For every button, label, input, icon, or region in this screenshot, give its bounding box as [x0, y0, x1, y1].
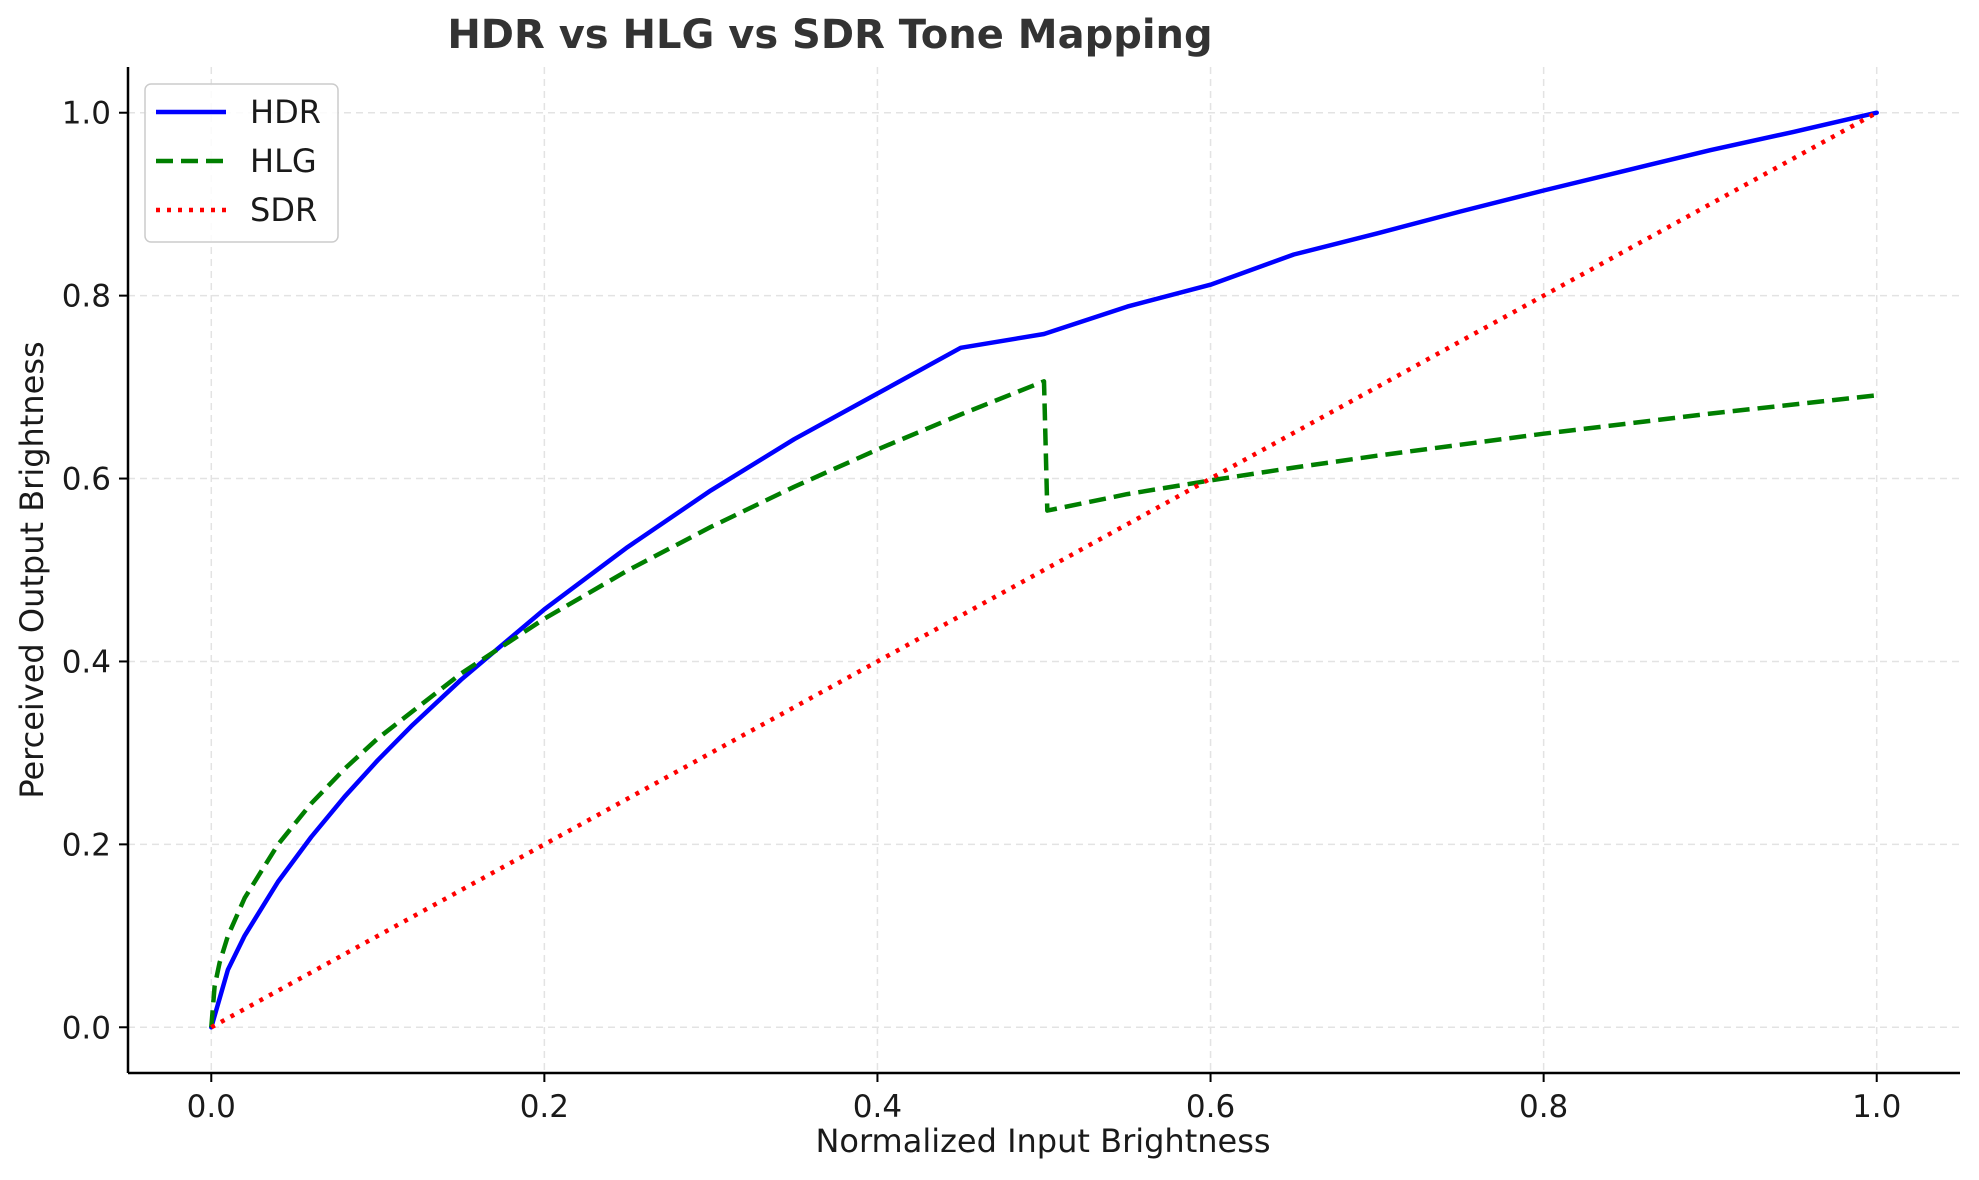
x-tick-label: 1.0	[1852, 1089, 1901, 1125]
legend-label-hdr: HDR	[250, 93, 321, 131]
axes: 0.0 0.2 0.4 0.6 0.8 1.0 0.0 0.2 0.4 0.6 0.8 1.0	[62, 67, 1960, 1125]
grid	[128, 67, 1960, 1073]
legend-label-sdr: SDR	[250, 191, 317, 229]
legend-box	[144, 83, 339, 243]
y-axis-label: Perceived Output Brightness	[13, 341, 51, 798]
x-axis-label: Normalized Input Brightness	[815, 1122, 1270, 1160]
legend-label-hlg: HLG	[250, 142, 317, 180]
y-tick-label: 0.4	[62, 644, 111, 680]
y-tick-label: 0.0	[62, 1010, 111, 1046]
y-tick-label: 0.8	[62, 279, 111, 315]
series-line-hdr	[209, 110, 1879, 1030]
y-tick-label: 0.2	[62, 827, 111, 863]
x-tick-label: 0.8	[1519, 1089, 1568, 1125]
x-tick-label: 0.6	[1186, 1089, 1235, 1125]
x-tick-label: 0.4	[853, 1089, 902, 1125]
series-line-hlg	[209, 379, 1877, 1028]
chart-title: HDR vs HLG vs SDR Tone Mapping	[447, 12, 1212, 58]
y-tick-label: 0.6	[62, 462, 111, 498]
legend: HDR HLG SDR	[144, 83, 339, 243]
plot-area	[209, 110, 1879, 1030]
x-tick-label: 0.0	[187, 1089, 236, 1125]
x-tick-label: 0.2	[520, 1089, 569, 1125]
y-tick-label: 1.0	[62, 96, 111, 132]
